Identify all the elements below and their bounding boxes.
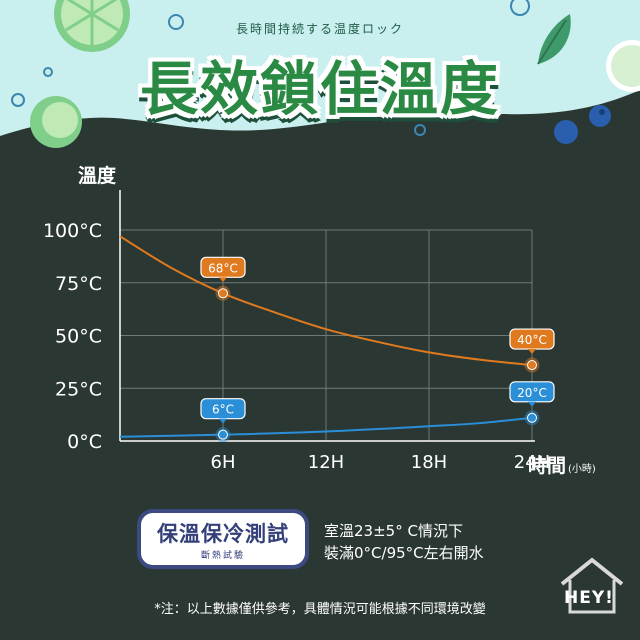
data-label-pointer — [528, 401, 536, 407]
y-tick-label: 50°C — [55, 326, 102, 348]
x-tick-label: 6H — [211, 452, 236, 473]
logo-text: HEY! — [564, 588, 614, 608]
series-line-0 — [119, 235, 533, 367]
test-badge: 保溫保冷測試 斷熱試驗 — [137, 509, 309, 569]
leaf-icon — [537, 14, 571, 65]
condition-fill: 裝滿0°C/95°C左右開水 — [324, 544, 484, 562]
house-logo-icon — [560, 557, 624, 614]
data-point — [527, 412, 537, 423]
badge-subtitle: 斷熱試驗 — [200, 551, 245, 561]
lime-half-icon — [30, 96, 82, 148]
data-label: 6°C — [212, 403, 234, 417]
y-tick-label: 0°C — [67, 431, 102, 453]
x-tick-label: 24H — [514, 452, 550, 473]
data-label: 20°C — [517, 386, 547, 400]
data-label: 68°C — [208, 261, 238, 275]
x-axis-title: 時間 (小時) — [528, 451, 596, 478]
data-label-pointer — [219, 418, 227, 424]
x-axis-unit: (小時) — [568, 464, 596, 475]
header-subtitle: 長時間持続する温度ロック — [235, 22, 404, 36]
lime-slice-icon — [54, 0, 130, 52]
page-title: 長效鎖住溫度 — [139, 55, 500, 123]
data-label: 40°C — [517, 333, 547, 347]
series-line-1 — [119, 416, 533, 438]
y-tick-label: 75°C — [55, 273, 102, 295]
lime-slice-right-icon — [606, 40, 640, 92]
footnote: *注：以上數據僅供參考，具體情況可能根據不同環境改變 — [154, 602, 486, 617]
badge-title: 保溫保冷測試 — [157, 522, 289, 546]
data-point — [527, 360, 537, 371]
data-point — [218, 288, 228, 299]
blueberry-icon — [554, 105, 611, 144]
bubble-icon — [11, 0, 530, 136]
x-axis-title-text: 時間 — [528, 455, 567, 477]
y-axis-title: 溫度 — [78, 165, 117, 187]
x-tick-label: 12H — [308, 452, 344, 473]
y-tick-label: 100°C — [43, 220, 102, 242]
data-label-pointer — [219, 277, 227, 283]
x-tick-label: 18H — [411, 452, 447, 473]
header-banner — [0, 0, 640, 148]
y-tick-label: 25°C — [55, 378, 102, 400]
condition-room-temp: 室溫23±5° C情況下 — [324, 522, 463, 540]
data-label-pointer — [528, 349, 536, 355]
data-point — [218, 429, 228, 440]
